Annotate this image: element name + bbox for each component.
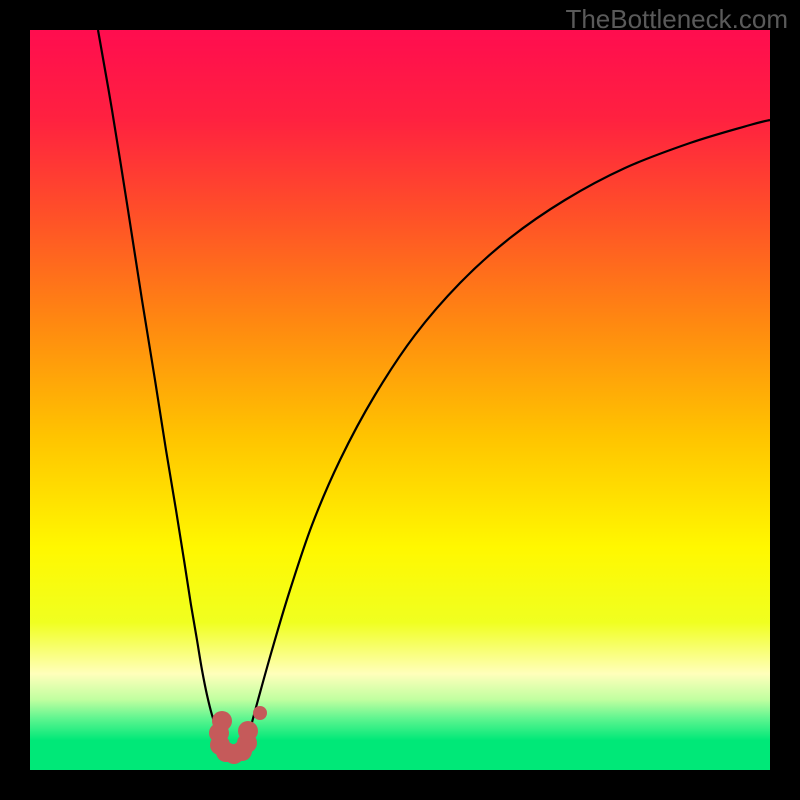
chart-marker-point bbox=[253, 706, 267, 720]
chart-marker-point bbox=[238, 721, 258, 741]
chart-bottom-band bbox=[30, 740, 770, 770]
chart-plot-area bbox=[30, 30, 770, 770]
chart-container: TheBottleneck.com bbox=[0, 0, 800, 800]
bottleneck-chart bbox=[0, 0, 800, 800]
watermark: TheBottleneck.com bbox=[565, 4, 788, 35]
